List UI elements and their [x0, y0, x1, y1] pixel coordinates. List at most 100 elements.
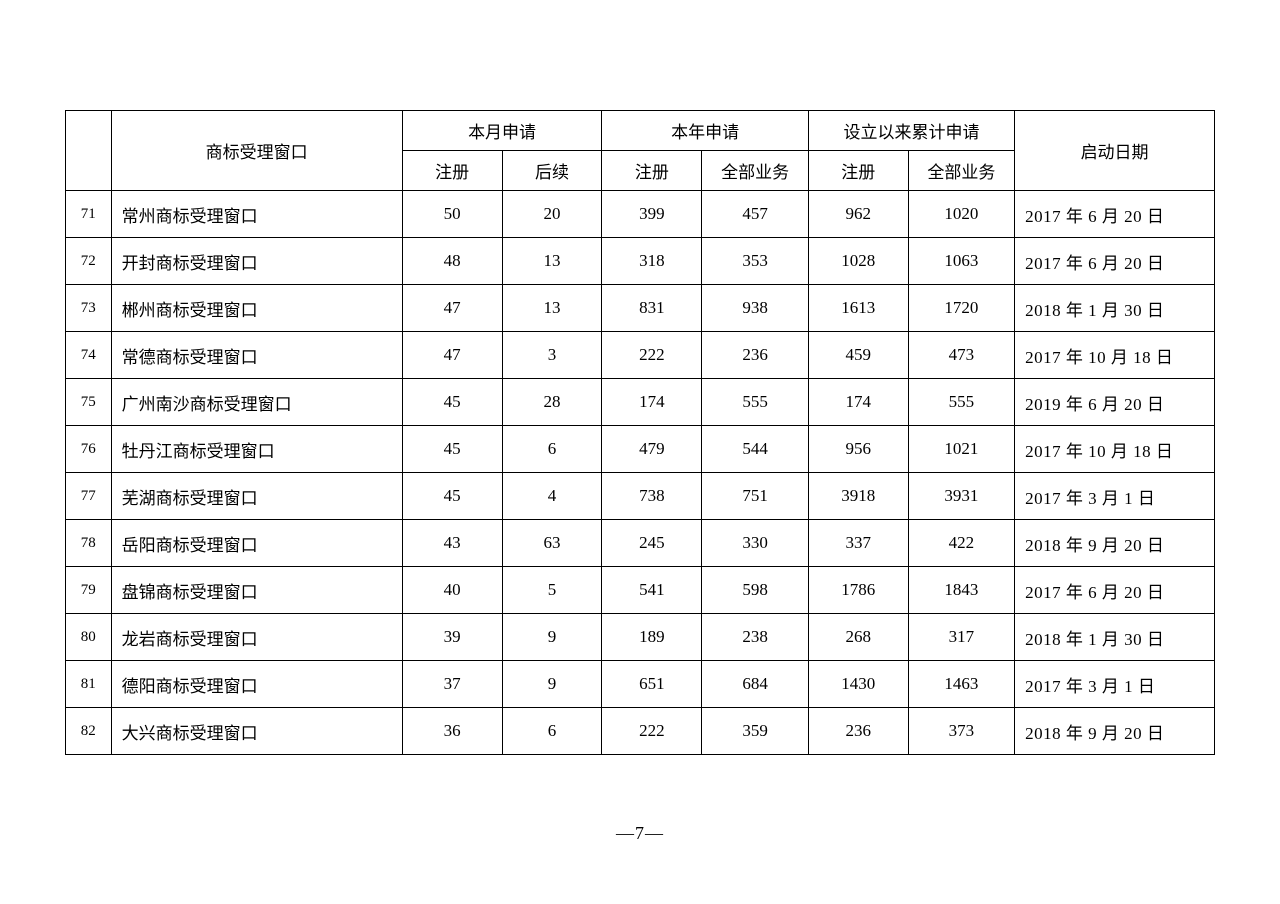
- cell-year-reg: 189: [602, 614, 702, 661]
- table-row: 72开封商标受理窗口4813318353102810632017 年 6 月 2…: [66, 238, 1215, 285]
- cell-year-all: 359: [702, 708, 808, 755]
- cell-year-reg: 399: [602, 191, 702, 238]
- table-row: 82大兴商标受理窗口3662223592363732018 年 9 月 20 日: [66, 708, 1215, 755]
- cell-total-reg: 3918: [808, 473, 908, 520]
- cell-idx: 79: [66, 567, 112, 614]
- cell-total-all: 473: [908, 332, 1014, 379]
- cell-start-date: 2017 年 6 月 20 日: [1015, 191, 1215, 238]
- cell-year-reg: 541: [602, 567, 702, 614]
- cell-month-reg: 45: [402, 379, 502, 426]
- cell-year-all: 544: [702, 426, 808, 473]
- cell-month-follow: 5: [502, 567, 602, 614]
- table-row: 76牡丹江商标受理窗口45647954495610212017 年 10 月 1…: [66, 426, 1215, 473]
- cell-idx: 76: [66, 426, 112, 473]
- cell-start-date: 2017 年 3 月 1 日: [1015, 661, 1215, 708]
- cell-start-date: 2018 年 9 月 20 日: [1015, 708, 1215, 755]
- table-row: 73郴州商标受理窗口4713831938161317202018 年 1 月 3…: [66, 285, 1215, 332]
- cell-total-all: 422: [908, 520, 1014, 567]
- cell-total-reg: 459: [808, 332, 908, 379]
- cell-start-date: 2017 年 10 月 18 日: [1015, 332, 1215, 379]
- cell-year-all: 938: [702, 285, 808, 332]
- cell-idx: 80: [66, 614, 112, 661]
- cell-month-follow: 9: [502, 661, 602, 708]
- cell-window-name: 龙岩商标受理窗口: [111, 614, 402, 661]
- cell-total-reg: 962: [808, 191, 908, 238]
- cell-year-reg: 318: [602, 238, 702, 285]
- cell-idx: 75: [66, 379, 112, 426]
- cell-window-name: 郴州商标受理窗口: [111, 285, 402, 332]
- cell-total-all: 317: [908, 614, 1014, 661]
- cell-total-reg: 1786: [808, 567, 908, 614]
- header-month-reg: 注册: [402, 151, 502, 191]
- cell-month-follow: 6: [502, 708, 602, 755]
- cell-idx: 73: [66, 285, 112, 332]
- cell-window-name: 德阳商标受理窗口: [111, 661, 402, 708]
- cell-year-reg: 245: [602, 520, 702, 567]
- header-total-reg: 注册: [808, 151, 908, 191]
- cell-month-follow: 13: [502, 285, 602, 332]
- trademark-window-table: 商标受理窗口 本月申请 本年申请 设立以来累计申请 启动日期 注册 后续 注册 …: [65, 110, 1215, 755]
- cell-window-name: 常德商标受理窗口: [111, 332, 402, 379]
- header-year-apply: 本年申请: [602, 111, 808, 151]
- header-year-reg: 注册: [602, 151, 702, 191]
- cell-month-reg: 45: [402, 426, 502, 473]
- cell-idx: 74: [66, 332, 112, 379]
- cell-total-reg: 1430: [808, 661, 908, 708]
- cell-start-date: 2018 年 1 月 30 日: [1015, 614, 1215, 661]
- table-row: 74常德商标受理窗口4732222364594732017 年 10 月 18 …: [66, 332, 1215, 379]
- cell-year-all: 330: [702, 520, 808, 567]
- cell-window-name: 盘锦商标受理窗口: [111, 567, 402, 614]
- table-row: 79盘锦商标受理窗口405541598178618432017 年 6 月 20…: [66, 567, 1215, 614]
- cell-total-all: 555: [908, 379, 1014, 426]
- cell-year-all: 238: [702, 614, 808, 661]
- cell-month-reg: 36: [402, 708, 502, 755]
- cell-start-date: 2017 年 6 月 20 日: [1015, 567, 1215, 614]
- cell-month-follow: 20: [502, 191, 602, 238]
- cell-year-all: 457: [702, 191, 808, 238]
- cell-start-date: 2018 年 1 月 30 日: [1015, 285, 1215, 332]
- cell-total-reg: 337: [808, 520, 908, 567]
- cell-idx: 82: [66, 708, 112, 755]
- cell-month-reg: 48: [402, 238, 502, 285]
- page-number: —7—: [0, 823, 1280, 844]
- table-row: 81德阳商标受理窗口379651684143014632017 年 3 月 1 …: [66, 661, 1215, 708]
- cell-year-all: 555: [702, 379, 808, 426]
- header-month-apply: 本月申请: [402, 111, 602, 151]
- cell-idx: 72: [66, 238, 112, 285]
- cell-idx: 77: [66, 473, 112, 520]
- header-total-all: 全部业务: [908, 151, 1014, 191]
- cell-year-reg: 479: [602, 426, 702, 473]
- cell-month-follow: 28: [502, 379, 602, 426]
- cell-total-all: 3931: [908, 473, 1014, 520]
- cell-total-reg: 236: [808, 708, 908, 755]
- cell-window-name: 开封商标受理窗口: [111, 238, 402, 285]
- table-body: 71常州商标受理窗口502039945796210202017 年 6 月 20…: [66, 191, 1215, 755]
- cell-month-reg: 39: [402, 614, 502, 661]
- header-total-apply: 设立以来累计申请: [808, 111, 1014, 151]
- cell-start-date: 2019 年 6 月 20 日: [1015, 379, 1215, 426]
- table-header: 商标受理窗口 本月申请 本年申请 设立以来累计申请 启动日期 注册 后续 注册 …: [66, 111, 1215, 191]
- cell-month-follow: 6: [502, 426, 602, 473]
- cell-year-all: 751: [702, 473, 808, 520]
- cell-start-date: 2017 年 6 月 20 日: [1015, 238, 1215, 285]
- cell-month-reg: 40: [402, 567, 502, 614]
- cell-window-name: 大兴商标受理窗口: [111, 708, 402, 755]
- cell-year-reg: 222: [602, 708, 702, 755]
- cell-total-all: 373: [908, 708, 1014, 755]
- cell-month-reg: 45: [402, 473, 502, 520]
- cell-window-name: 牡丹江商标受理窗口: [111, 426, 402, 473]
- table-row: 78岳阳商标受理窗口43632453303374222018 年 9 月 20 …: [66, 520, 1215, 567]
- table-row: 77芜湖商标受理窗口454738751391839312017 年 3 月 1 …: [66, 473, 1215, 520]
- cell-window-name: 岳阳商标受理窗口: [111, 520, 402, 567]
- cell-total-reg: 174: [808, 379, 908, 426]
- cell-month-reg: 37: [402, 661, 502, 708]
- cell-year-all: 598: [702, 567, 808, 614]
- cell-total-all: 1463: [908, 661, 1014, 708]
- header-start-date: 启动日期: [1015, 111, 1215, 191]
- cell-idx: 71: [66, 191, 112, 238]
- cell-total-reg: 956: [808, 426, 908, 473]
- table-row: 71常州商标受理窗口502039945796210202017 年 6 月 20…: [66, 191, 1215, 238]
- cell-start-date: 2017 年 3 月 1 日: [1015, 473, 1215, 520]
- cell-window-name: 芜湖商标受理窗口: [111, 473, 402, 520]
- cell-year-reg: 222: [602, 332, 702, 379]
